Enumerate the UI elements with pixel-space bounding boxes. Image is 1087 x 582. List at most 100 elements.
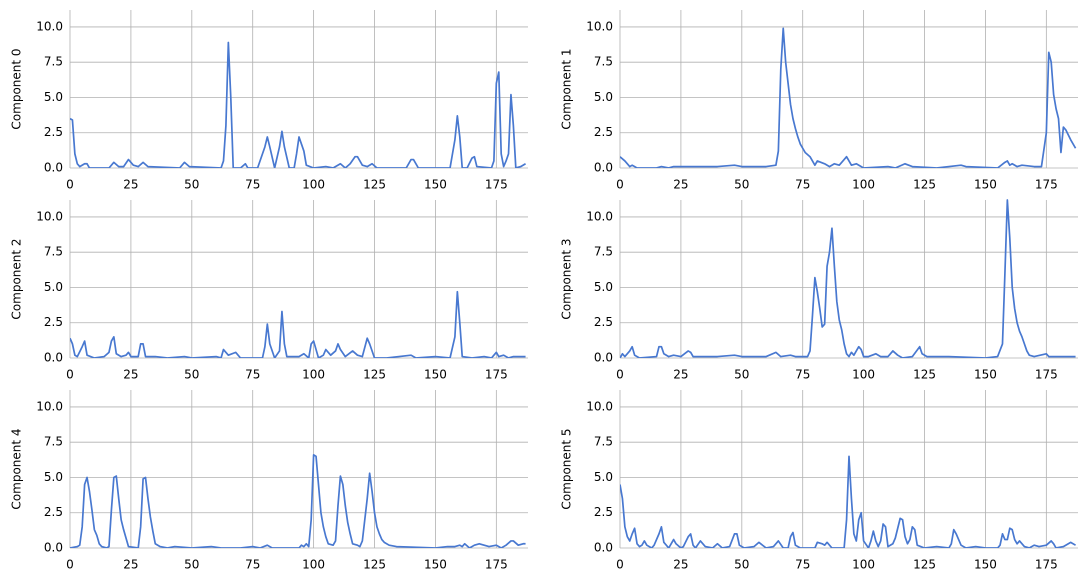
x-tick-label: 150 (424, 178, 447, 192)
y-tick-label: 10.0 (586, 19, 613, 33)
x-tick-label: 100 (852, 178, 875, 192)
y-tick-label: 2.5 (594, 315, 613, 329)
x-tick-label: 125 (363, 178, 386, 192)
y-tick-label: 5.0 (594, 90, 613, 104)
x-tick-label: 50 (184, 178, 199, 192)
y-axis-label: Component 1 (560, 48, 574, 129)
x-tick-label: 125 (913, 368, 936, 382)
x-tick-label: 125 (913, 558, 936, 572)
y-tick-label: 7.5 (594, 245, 613, 259)
x-tick-label: 75 (245, 558, 260, 572)
x-tick-label: 75 (795, 558, 810, 572)
plot-area (620, 455, 1076, 548)
y-tick-label: 7.5 (44, 245, 63, 259)
x-tick-label: 50 (184, 368, 199, 382)
plot-area (70, 290, 526, 358)
x-tick-label: 125 (913, 178, 936, 192)
y-tick-label: 5.0 (594, 280, 613, 294)
x-tick-label: 150 (424, 368, 447, 382)
plot-area (70, 41, 526, 168)
y-tick-label: 10.0 (36, 209, 63, 223)
subplot: 0.0 2.5 5.0 7.5 10.0 0 25 50 75 100 125 150 175 Compo… (560, 10, 1078, 192)
x-tick-label: 50 (184, 558, 199, 572)
x-tick-label: 50 (734, 558, 749, 572)
y-tick-label: 7.5 (594, 55, 613, 69)
x-tick-label: 0 (66, 178, 74, 192)
y-tick-label: 7.5 (44, 55, 63, 69)
subplot: 0.0 2.5 5.0 7.5 10.0 0 25 50 75 100 125 150 175 Compo… (560, 390, 1078, 572)
x-tick-label: 75 (245, 368, 260, 382)
x-tick-label: 150 (424, 558, 447, 572)
y-axis-label: Component 2 (10, 238, 24, 319)
data-line (620, 27, 1077, 168)
subplot: 0.0 2.5 5.0 7.5 10.0 0 25 50 75 100 125 150 175 Compo… (10, 200, 528, 382)
x-tick-label: 0 (66, 558, 74, 572)
x-tick-label: 75 (795, 178, 810, 192)
y-tick-label: 0.0 (44, 541, 63, 555)
x-tick-label: 100 (302, 558, 325, 572)
x-tick-label: 0 (616, 368, 624, 382)
x-tick-label: 0 (66, 368, 74, 382)
x-tick-label: 0 (616, 178, 624, 192)
x-tick-label: 175 (485, 558, 508, 572)
x-tick-label: 0 (616, 558, 624, 572)
y-tick-label: 2.5 (44, 505, 63, 519)
x-tick-label: 150 (974, 368, 997, 382)
y-axis-label: Component 4 (10, 428, 24, 509)
subplot: 0.0 2.5 5.0 7.5 10.0 0 25 50 75 100 125 150 175 Compo… (10, 390, 528, 572)
y-tick-label: 10.0 (586, 209, 613, 223)
x-tick-label: 25 (673, 368, 688, 382)
y-tick-label: 2.5 (44, 315, 63, 329)
y-tick-label: 2.5 (594, 125, 613, 139)
x-tick-label: 25 (673, 178, 688, 192)
x-tick-label: 25 (673, 558, 688, 572)
x-tick-label: 150 (974, 558, 997, 572)
x-tick-label: 175 (485, 178, 508, 192)
x-tick-label: 125 (363, 558, 386, 572)
data-line (620, 455, 1076, 548)
plot-area (620, 27, 1077, 168)
x-tick-label: 25 (123, 558, 138, 572)
y-axis-label: Component 3 (560, 238, 574, 319)
y-tick-label: 7.5 (594, 435, 613, 449)
y-tick-label: 0.0 (44, 161, 63, 175)
y-axis-label: Component 5 (560, 428, 574, 509)
plot-area (620, 199, 1076, 358)
y-tick-label: 10.0 (586, 399, 613, 413)
x-tick-label: 50 (734, 178, 749, 192)
x-tick-label: 100 (852, 368, 875, 382)
y-tick-label: 2.5 (44, 125, 63, 139)
data-line (70, 41, 526, 168)
x-tick-label: 100 (302, 178, 325, 192)
y-tick-label: 0.0 (44, 351, 63, 365)
x-tick-label: 100 (302, 368, 325, 382)
x-tick-label: 125 (363, 368, 386, 382)
x-tick-label: 175 (1035, 368, 1058, 382)
subplot: 0.0 2.5 5.0 7.5 10.0 0 25 50 75 100 125 150 175 Compo… (10, 10, 528, 192)
subplot: 0.0 2.5 5.0 7.5 10.0 0 25 50 75 100 125 150 175 Compo… (560, 199, 1078, 382)
x-tick-label: 175 (1035, 558, 1058, 572)
x-tick-label: 100 (852, 558, 875, 572)
data-line (620, 199, 1076, 358)
x-tick-label: 75 (245, 178, 260, 192)
y-tick-label: 10.0 (36, 399, 63, 413)
y-tick-label: 5.0 (594, 470, 613, 484)
x-tick-label: 75 (795, 368, 810, 382)
x-tick-label: 150 (974, 178, 997, 192)
y-tick-label: 2.5 (594, 505, 613, 519)
data-line (70, 290, 526, 358)
x-tick-label: 25 (123, 368, 138, 382)
y-tick-label: 10.0 (36, 19, 63, 33)
x-tick-label: 25 (123, 178, 138, 192)
y-tick-label: 5.0 (44, 280, 63, 294)
x-tick-label: 175 (1035, 178, 1058, 192)
y-tick-label: 0.0 (594, 351, 613, 365)
x-tick-label: 50 (734, 368, 749, 382)
y-axis-label: Component 0 (10, 48, 24, 129)
y-tick-label: 0.0 (594, 161, 613, 175)
y-tick-label: 0.0 (594, 541, 613, 555)
y-tick-label: 7.5 (44, 435, 63, 449)
plot-area (70, 454, 526, 548)
x-tick-label: 175 (485, 368, 508, 382)
